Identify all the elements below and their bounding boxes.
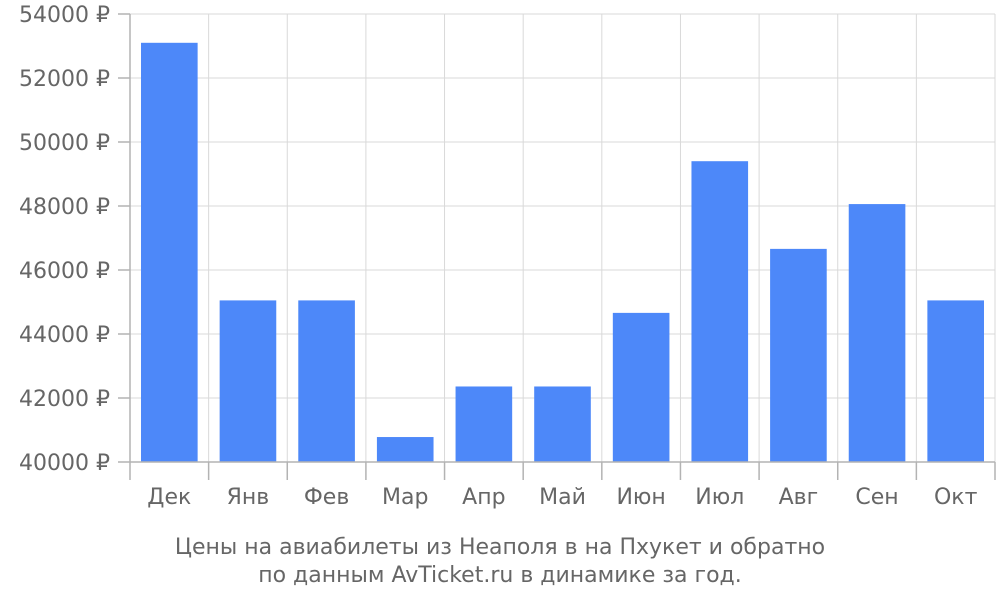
bar	[770, 248, 827, 462]
x-tick-label: Апр	[462, 485, 505, 510]
x-tick-labels: Дек Янв Фев Мар Апр Май Июн Июл Авг Сен Окт	[147, 485, 977, 510]
x-tick-label: Янв	[227, 485, 270, 510]
chart-caption-line-1: Цены на авиабилеты из Неаполя в на Пхуке…	[174, 535, 826, 560]
x-tick-label: Июл	[695, 485, 744, 510]
y-tick-label: 46000 ₽	[19, 259, 110, 284]
bar	[691, 161, 749, 462]
axes	[118, 13, 996, 480]
y-tick-label: 54000 ₽	[19, 3, 110, 28]
x-tick-label: Фев	[304, 485, 349, 510]
chart-caption-line-2: по данным AvTicket.ru в динамике за год.	[258, 563, 742, 588]
y-tick-label: 52000 ₽	[19, 67, 110, 92]
bar	[612, 312, 670, 462]
y-tick-label: 44000 ₽	[19, 323, 110, 348]
y-tick-label: 48000 ₽	[19, 195, 110, 220]
x-tick-label: Июн	[616, 485, 665, 510]
x-tick-label: Дек	[147, 485, 191, 510]
x-tick-label: Авг	[779, 485, 819, 510]
bar	[455, 386, 513, 462]
bar	[141, 42, 198, 463]
bar	[848, 204, 906, 462]
y-tick-label: 50000 ₽	[19, 131, 110, 156]
x-tick-label: Май	[539, 485, 586, 510]
bar	[219, 300, 277, 462]
y-tick-label: 40000 ₽	[19, 451, 110, 476]
x-tick-label: Окт	[934, 485, 978, 510]
y-tick-label: 42000 ₽	[19, 387, 110, 412]
x-tick-label: Сен	[855, 485, 898, 510]
y-tick-labels: 40000 ₽ 42000 ₽ 44000 ₽ 46000 ₽ 48000 ₽ 50000…	[19, 3, 110, 476]
bar	[927, 300, 984, 462]
bar	[376, 437, 434, 462]
bars	[141, 42, 984, 463]
grid-lines	[130, 13, 996, 463]
bar	[534, 386, 591, 462]
x-tick-label: Мар	[382, 485, 428, 510]
bar	[298, 300, 355, 462]
